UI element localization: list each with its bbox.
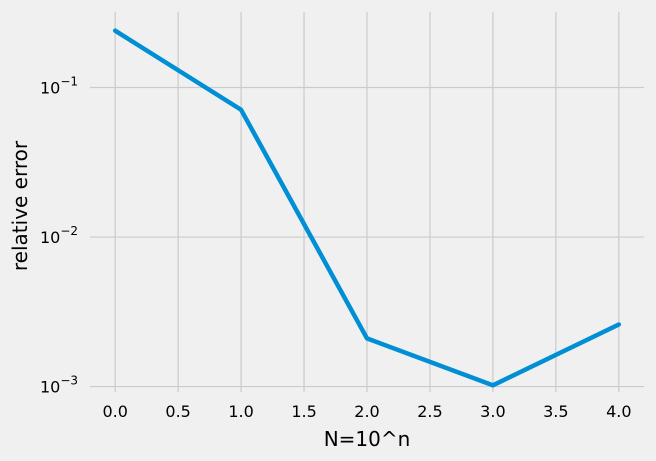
y-axis-label: relative error bbox=[8, 140, 32, 271]
x-tick-label: 0.0 bbox=[102, 402, 127, 421]
x-axis-ticks: 0.0 0.5 1.0 1.5 2.0 2.5 3.0 3.5 4.0 bbox=[102, 402, 631, 421]
y-tick-exponent: −1 bbox=[60, 75, 78, 89]
x-tick-label: 3.0 bbox=[480, 402, 505, 421]
y-tick-label: 10−3 bbox=[40, 374, 78, 397]
y-tick-base: 10 bbox=[40, 378, 60, 397]
x-tick-label: 2.5 bbox=[417, 402, 442, 421]
y-tick-label: 10−1 bbox=[40, 75, 78, 98]
y-tick-exponent: −2 bbox=[60, 224, 78, 238]
y-tick-base: 10 bbox=[40, 79, 60, 98]
series-layer bbox=[112, 28, 622, 388]
x-tick-label: 2.0 bbox=[354, 402, 379, 421]
series-line bbox=[112, 28, 622, 388]
x-tick-label: 3.5 bbox=[543, 402, 568, 421]
x-tick-label: 4.0 bbox=[606, 402, 631, 421]
x-tick-label: 1.0 bbox=[228, 402, 253, 421]
y-axis-ticks: 10−310−210−1 bbox=[40, 75, 78, 397]
x-tick-label: 1.5 bbox=[291, 402, 316, 421]
y-tick-base: 10 bbox=[40, 228, 60, 247]
y-tick-exponent: −3 bbox=[60, 374, 78, 388]
grid bbox=[90, 12, 644, 392]
y-tick-label: 10−2 bbox=[40, 224, 78, 247]
x-axis-label: N=10^n bbox=[324, 427, 411, 451]
x-tick-label: 0.5 bbox=[165, 402, 190, 421]
